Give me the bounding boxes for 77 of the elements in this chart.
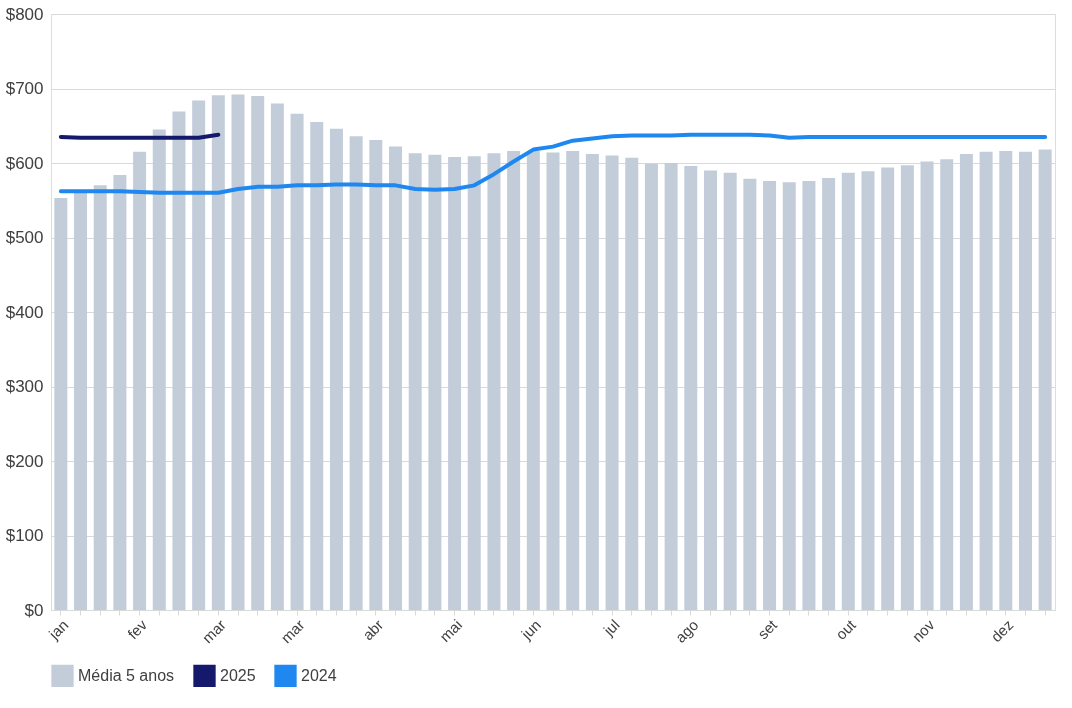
bar	[566, 151, 580, 610]
bar	[1038, 149, 1052, 610]
bar	[251, 95, 265, 610]
bar	[684, 165, 698, 610]
bar	[841, 172, 855, 610]
bar	[290, 113, 304, 610]
bar	[152, 129, 166, 610]
y-tick-label: $100	[5, 526, 44, 545]
bar	[526, 151, 540, 610]
bar	[881, 167, 895, 610]
bar	[310, 122, 324, 610]
bar	[979, 151, 993, 610]
x-tick-label: nov	[908, 615, 938, 646]
y-tick-label: $600	[5, 153, 44, 173]
x-tick-label: out	[832, 615, 860, 643]
bar	[605, 155, 619, 610]
bar	[93, 185, 107, 610]
bar	[349, 136, 363, 610]
bar	[329, 128, 343, 610]
y-tick-label: $0	[24, 600, 44, 620]
y-tick-label: $300	[5, 377, 44, 396]
x-tick-label: jul	[599, 616, 623, 640]
bar	[54, 198, 68, 610]
x-tick-label: ago	[671, 616, 702, 646]
bar	[507, 151, 521, 610]
bar	[723, 172, 737, 610]
bar	[172, 111, 186, 610]
bar	[1018, 151, 1032, 610]
y-tick-label: $700	[5, 79, 44, 98]
bar	[802, 180, 816, 610]
bar	[861, 171, 875, 610]
bar	[487, 153, 501, 610]
bar	[428, 154, 442, 610]
bar	[408, 153, 422, 610]
y-tick-label: $400	[5, 302, 44, 322]
y-tick-label: $800	[5, 4, 44, 24]
bar	[448, 157, 462, 610]
bar	[192, 100, 206, 610]
bar	[743, 178, 757, 610]
bar	[389, 146, 403, 610]
bar	[822, 177, 836, 610]
x-tick-label: mai	[436, 616, 466, 646]
bar	[585, 154, 599, 610]
bar	[782, 182, 796, 610]
bar	[467, 156, 481, 610]
x-tick-label: mar	[198, 616, 229, 647]
bar	[369, 139, 383, 610]
y-tick-label: $200	[5, 451, 44, 471]
bar	[74, 192, 88, 610]
bar	[664, 163, 678, 610]
bar	[113, 174, 127, 610]
bar	[231, 94, 245, 610]
legend-label: 2025	[220, 666, 256, 684]
x-tick-label: jun	[517, 616, 544, 643]
bar	[900, 165, 914, 610]
x-tick-label: jan	[44, 616, 72, 643]
bar	[133, 151, 147, 610]
x-tick-label: fev	[124, 615, 151, 643]
legend-label: 2024	[301, 666, 337, 684]
x-tick-label: mar	[277, 616, 308, 647]
x-tick-label: set	[753, 615, 781, 643]
bar	[625, 157, 639, 610]
y-tick-label: $500	[5, 228, 44, 247]
bar	[940, 159, 954, 610]
bar	[959, 154, 973, 610]
legend-label: Média 5 anos	[78, 666, 175, 684]
bar	[703, 170, 717, 610]
line-series	[58, 132, 1048, 195]
x-tick-label: abr	[359, 616, 387, 644]
bar	[211, 95, 225, 610]
bar	[270, 103, 284, 610]
bar	[763, 180, 777, 610]
bar	[546, 152, 560, 610]
bar	[644, 163, 658, 610]
x-tick-label: dez	[987, 616, 1017, 646]
bar	[999, 151, 1013, 610]
bar	[920, 161, 934, 610]
